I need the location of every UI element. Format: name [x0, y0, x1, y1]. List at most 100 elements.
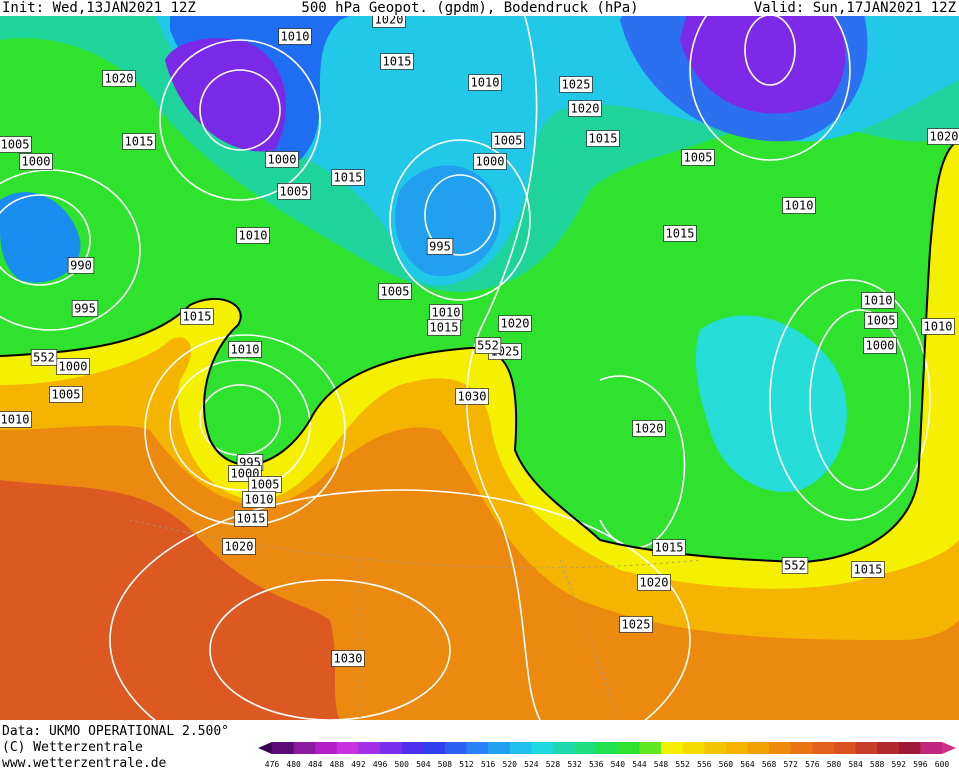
- legend-swatch: [401, 742, 424, 754]
- legend-swatch: [466, 742, 489, 754]
- label-box: [637, 574, 671, 591]
- legend-label: 520: [503, 760, 518, 769]
- isobar-label: 1005: [864, 312, 898, 329]
- isobar-label-text: 1005: [251, 478, 280, 492]
- isobar-label-text: 1015: [183, 310, 212, 324]
- isobar-label-text: 1020: [640, 576, 669, 590]
- cyan-field: [695, 315, 847, 492]
- label-box: [242, 491, 276, 508]
- isobar-label: 1010: [921, 318, 955, 335]
- legend-label: 576: [805, 760, 820, 769]
- isobar-label-text: 1005: [1, 138, 30, 152]
- isobar-label: 1000: [265, 151, 299, 168]
- isobar-label-text: 1010: [471, 76, 500, 90]
- isobar-label: 1010: [278, 28, 312, 45]
- label-box: [681, 149, 715, 166]
- isobar-label-text: 995: [429, 240, 451, 254]
- blue-field: [0, 192, 81, 283]
- isobar-label: 1010: [236, 227, 270, 244]
- legend-swatch: [531, 742, 554, 754]
- contour-label-text: 552: [784, 559, 806, 573]
- isobar-label: 1015: [663, 225, 697, 242]
- isobar-label: 1030: [331, 650, 365, 667]
- label-box: [0, 136, 32, 153]
- label-box: [498, 315, 532, 332]
- isobar-label-text: 1020: [225, 540, 254, 554]
- isobar-label: 1005: [49, 386, 83, 403]
- legend-swatch: [617, 742, 640, 754]
- legend-swatch: [661, 742, 684, 754]
- isobar-label: 1020: [498, 315, 532, 332]
- label-box: [380, 53, 414, 70]
- isobar-label-text: 1015: [125, 135, 154, 149]
- isobar-label: 995: [71, 300, 99, 317]
- isobar-label-text: 1010: [245, 493, 274, 507]
- blue-field: [395, 165, 501, 277]
- label-box: [861, 292, 895, 309]
- legend-swatch: [855, 742, 878, 754]
- label-box: [222, 538, 256, 555]
- label-box: [122, 133, 156, 150]
- isobar-label-text: 1005: [52, 388, 81, 402]
- label-box: [180, 308, 214, 325]
- legend-swatch: [877, 742, 900, 754]
- legend-swatch: [336, 742, 359, 754]
- label-box: [559, 76, 593, 93]
- isobar-label-text: 1020: [571, 102, 600, 116]
- isobar-label-text: 1010: [864, 294, 893, 308]
- isobar-label: 1015: [427, 319, 461, 336]
- label-box: [426, 238, 454, 255]
- isobar-label-text: 1015: [854, 563, 883, 577]
- legend-label: 556: [697, 760, 712, 769]
- isobar-label: 1020: [632, 420, 666, 437]
- isobar-label-text: 1010: [924, 320, 953, 334]
- label-box: [278, 28, 312, 45]
- isobar-label-text: 1015: [666, 227, 695, 241]
- legend-label: 544: [632, 760, 647, 769]
- isobar-label: 1015: [180, 308, 214, 325]
- isobar-label-text: 1015: [430, 321, 459, 335]
- legend-swatch: [293, 742, 316, 754]
- graticule: [129, 519, 701, 721]
- contour-552: [0, 139, 959, 564]
- label-box: [102, 70, 136, 87]
- isobar-label: 1015: [234, 510, 268, 527]
- isobar-label-text: 1005: [867, 314, 896, 328]
- legend-swatch: [769, 742, 792, 754]
- isobar-label-text: 990: [70, 259, 92, 273]
- legend-swatch: [596, 742, 619, 754]
- label-box: [921, 318, 955, 335]
- isobar-label: 1010: [242, 491, 276, 508]
- contour-label: 552: [474, 337, 502, 354]
- legend-label: 480: [286, 760, 301, 769]
- isobar-label-text: 1010: [231, 343, 260, 357]
- legend-label: 496: [373, 760, 388, 769]
- isobar-label-text: 1000: [476, 155, 505, 169]
- isobar-label-text: 1000: [866, 339, 895, 353]
- legend-swatch: [552, 742, 576, 754]
- isobar-label-text: 1010: [785, 199, 814, 213]
- isobar-label: 1005: [277, 183, 311, 200]
- legend-label: 548: [654, 760, 669, 769]
- isobar-label-text: 1000: [59, 360, 88, 374]
- label-box: [0, 411, 32, 428]
- isobar-label: 1025: [559, 76, 593, 93]
- legend-label: 504: [416, 760, 431, 769]
- legend-swatch: [704, 742, 727, 754]
- isobar-label: 1015: [331, 169, 365, 186]
- isobar-label: 1010: [429, 304, 463, 321]
- legend-swatch: [509, 742, 532, 754]
- legend-swatch: [812, 742, 835, 754]
- isobar-label: 1030: [455, 388, 489, 405]
- legend-label: 512: [459, 760, 474, 769]
- isobar-label-text: 1000: [268, 153, 297, 167]
- label-box: [265, 151, 299, 168]
- label-box: [56, 358, 90, 375]
- isobar-label: 1000: [56, 358, 90, 375]
- legend-label: 524: [524, 760, 539, 769]
- label-box: [619, 616, 653, 633]
- label-box: [632, 420, 666, 437]
- label-box: [474, 337, 502, 354]
- isobar-label-text: 995: [74, 302, 96, 316]
- isobar-label-text: 1025: [622, 618, 651, 632]
